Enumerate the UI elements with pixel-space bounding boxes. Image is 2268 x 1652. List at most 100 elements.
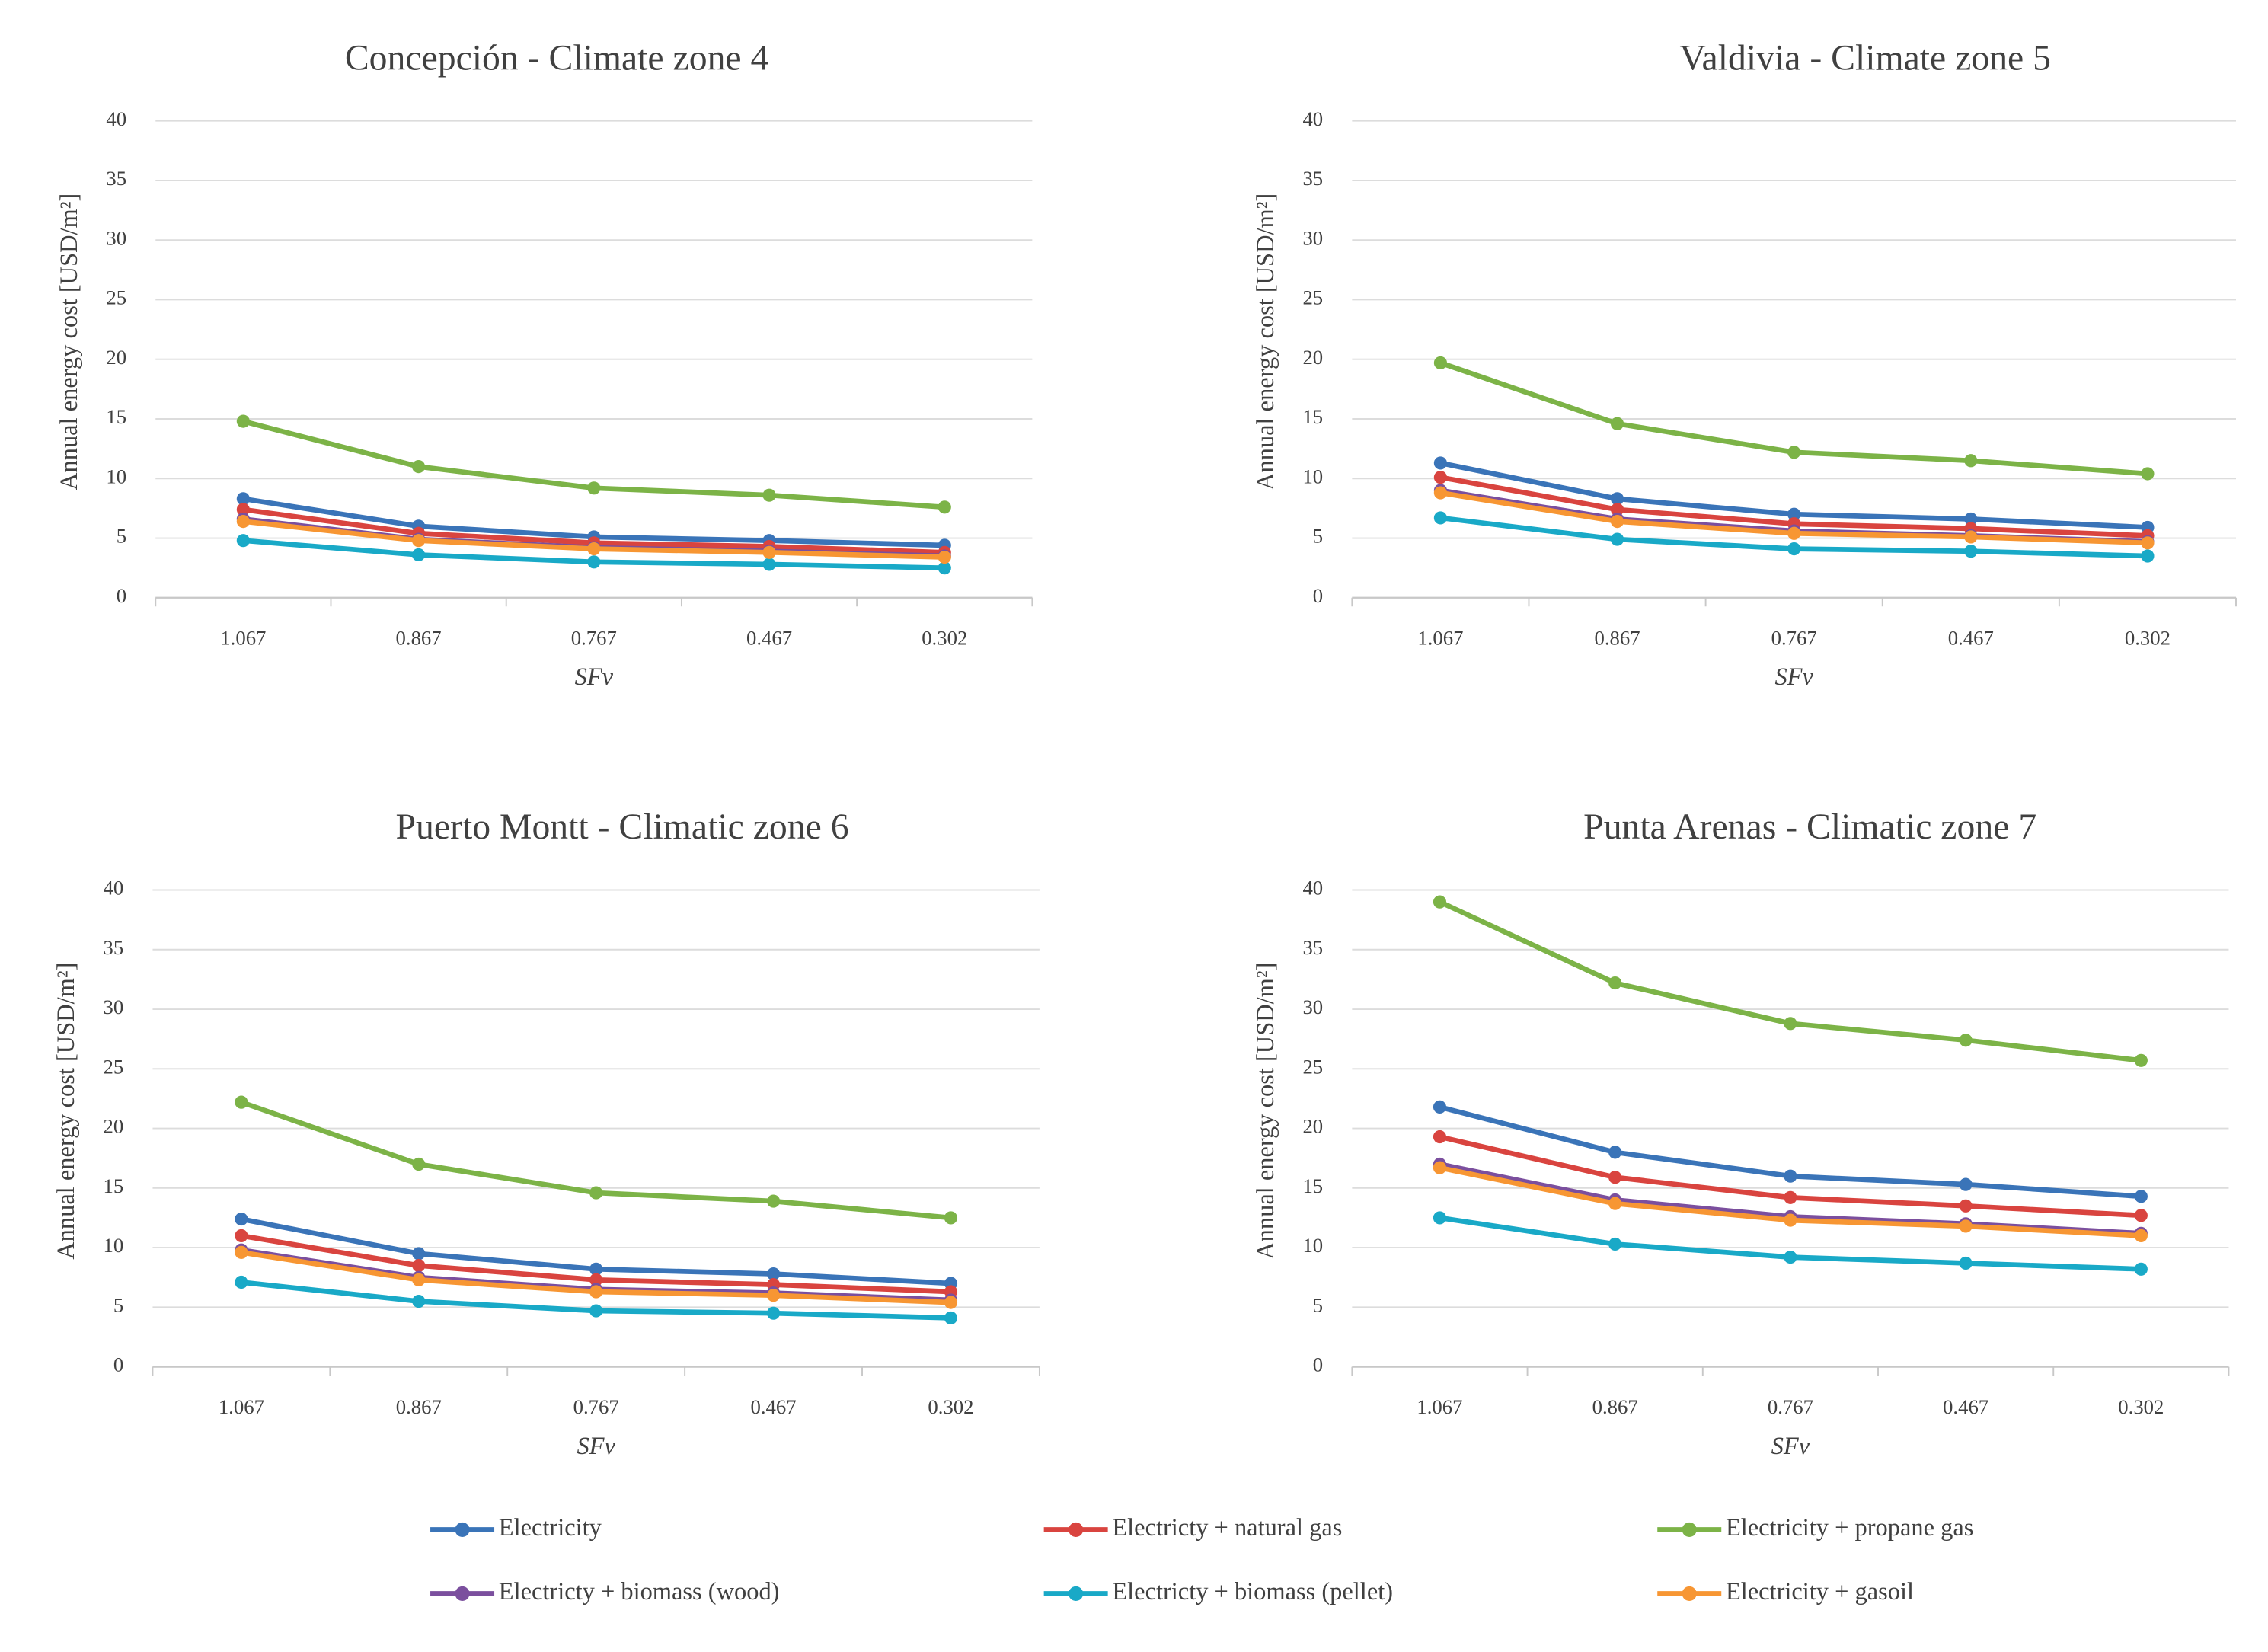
y-tick-label: 15: [1302, 1174, 1323, 1197]
y-tick-label: 0: [1313, 1353, 1323, 1376]
chart-title: Concepción - Climate zone 4: [345, 37, 769, 78]
y-axis-label: Annual energy cost [USD/m²]: [56, 193, 83, 490]
x-tick-label: 0.302: [2118, 1395, 2164, 1418]
y-tick-label: 40: [1302, 107, 1323, 130]
legend-marker: [455, 1586, 470, 1601]
data-point: [1608, 1171, 1622, 1184]
data-point: [1433, 356, 1448, 370]
data-point: [2134, 1209, 2148, 1222]
chart-title: Puerto Montt - Climatic zone 6: [396, 807, 849, 847]
data-point: [587, 542, 601, 556]
data-point: [1787, 446, 1801, 459]
legend-marker: [1682, 1586, 1697, 1601]
data-point: [412, 548, 426, 562]
data-point: [766, 1306, 781, 1320]
x-tick-label: 0.867: [396, 626, 442, 649]
data-point: [1610, 417, 1624, 430]
data-point: [1433, 1161, 1447, 1174]
data-point: [1787, 542, 1801, 556]
legend-label: Electricty + natural gas: [1112, 1514, 1342, 1542]
y-tick-label: 20: [1302, 346, 1323, 369]
data-point: [1608, 1197, 1622, 1210]
data-point: [1433, 486, 1448, 500]
y-tick-label: 20: [106, 346, 126, 369]
data-point: [235, 1212, 248, 1226]
y-tick-label: 5: [1313, 525, 1323, 548]
x-tick-label: 0.302: [2125, 626, 2171, 649]
data-point: [587, 481, 601, 495]
x-tick-label: 0.867: [1594, 626, 1640, 649]
data-point: [2134, 1190, 2148, 1203]
data-point: [1784, 1190, 1797, 1204]
legend-marker: [1069, 1586, 1084, 1601]
data-point: [1959, 1034, 1973, 1047]
x-axis-label: SFv: [575, 663, 614, 691]
data-point: [1608, 976, 1622, 990]
data-point: [412, 1157, 426, 1171]
y-tick-label: 0: [1313, 584, 1323, 607]
y-tick-label: 25: [1302, 1055, 1323, 1078]
chart-title: Valdivia - Climate zone 5: [1679, 37, 2051, 78]
y-tick-label: 0: [117, 584, 126, 607]
data-point: [1959, 1177, 1973, 1191]
data-point: [589, 1285, 603, 1299]
data-point: [589, 1262, 603, 1276]
legend-marker: [455, 1522, 470, 1537]
data-point: [944, 1296, 958, 1309]
x-tick-label: 0.767: [571, 626, 617, 649]
y-tick-label: 10: [1302, 465, 1323, 487]
x-axis-label: SFv: [577, 1433, 615, 1460]
data-point: [1959, 1199, 1973, 1213]
x-tick-label: 0.867: [1592, 1395, 1638, 1418]
y-tick-label: 40: [1302, 877, 1323, 899]
chart-title: Punta Arenas - Climatic zone 7: [1583, 807, 2036, 847]
x-tick-label: 0.302: [928, 1395, 973, 1418]
data-point: [766, 1267, 781, 1281]
data-point: [412, 534, 426, 548]
data-point: [1787, 526, 1801, 540]
data-point: [762, 545, 776, 559]
legend-marker: [1682, 1522, 1697, 1537]
data-point: [236, 414, 250, 428]
data-point: [1964, 530, 1978, 544]
y-tick-label: 35: [1302, 167, 1323, 190]
data-point: [1433, 511, 1448, 525]
legend-label: Electricity + gasoil: [1726, 1578, 1914, 1606]
data-point: [235, 1229, 248, 1243]
data-point: [412, 1247, 426, 1261]
data-point: [1784, 1017, 1797, 1031]
data-point: [1784, 1251, 1797, 1264]
y-tick-label: 20: [1302, 1115, 1323, 1138]
data-point: [1433, 895, 1447, 909]
x-tick-label: 0.867: [396, 1395, 442, 1418]
y-tick-label: 20: [104, 1115, 124, 1138]
data-point: [1964, 545, 1978, 558]
data-point: [1610, 532, 1624, 546]
y-tick-label: 0: [113, 1353, 123, 1376]
y-tick-label: 40: [106, 107, 126, 130]
data-point: [762, 558, 776, 571]
y-tick-label: 35: [106, 167, 126, 190]
legend-label: Electricty + biomass (pellet): [1112, 1578, 1393, 1606]
data-point: [1608, 1237, 1622, 1251]
x-tick-label: 1.067: [1417, 626, 1463, 649]
data-point: [1610, 503, 1624, 516]
x-tick-label: 1.067: [1417, 1395, 1462, 1418]
data-point: [766, 1194, 781, 1208]
data-point: [938, 561, 951, 575]
data-point: [1787, 507, 1801, 521]
y-tick-label: 10: [1302, 1234, 1323, 1257]
x-tick-label: 0.767: [573, 1395, 619, 1418]
data-point: [1959, 1256, 1973, 1270]
legend-label: Electricty + biomass (wood): [499, 1578, 780, 1606]
data-point: [938, 550, 951, 564]
data-point: [236, 534, 250, 548]
y-tick-label: 40: [104, 877, 124, 899]
data-point: [412, 1294, 426, 1308]
y-tick-label: 15: [1302, 405, 1323, 428]
x-tick-label: 1.067: [219, 1395, 264, 1418]
data-point: [1433, 1100, 1447, 1114]
x-tick-label: 0.767: [1768, 1395, 1813, 1418]
x-tick-label: 1.067: [220, 626, 266, 649]
series-line: [1439, 899, 2142, 1063]
